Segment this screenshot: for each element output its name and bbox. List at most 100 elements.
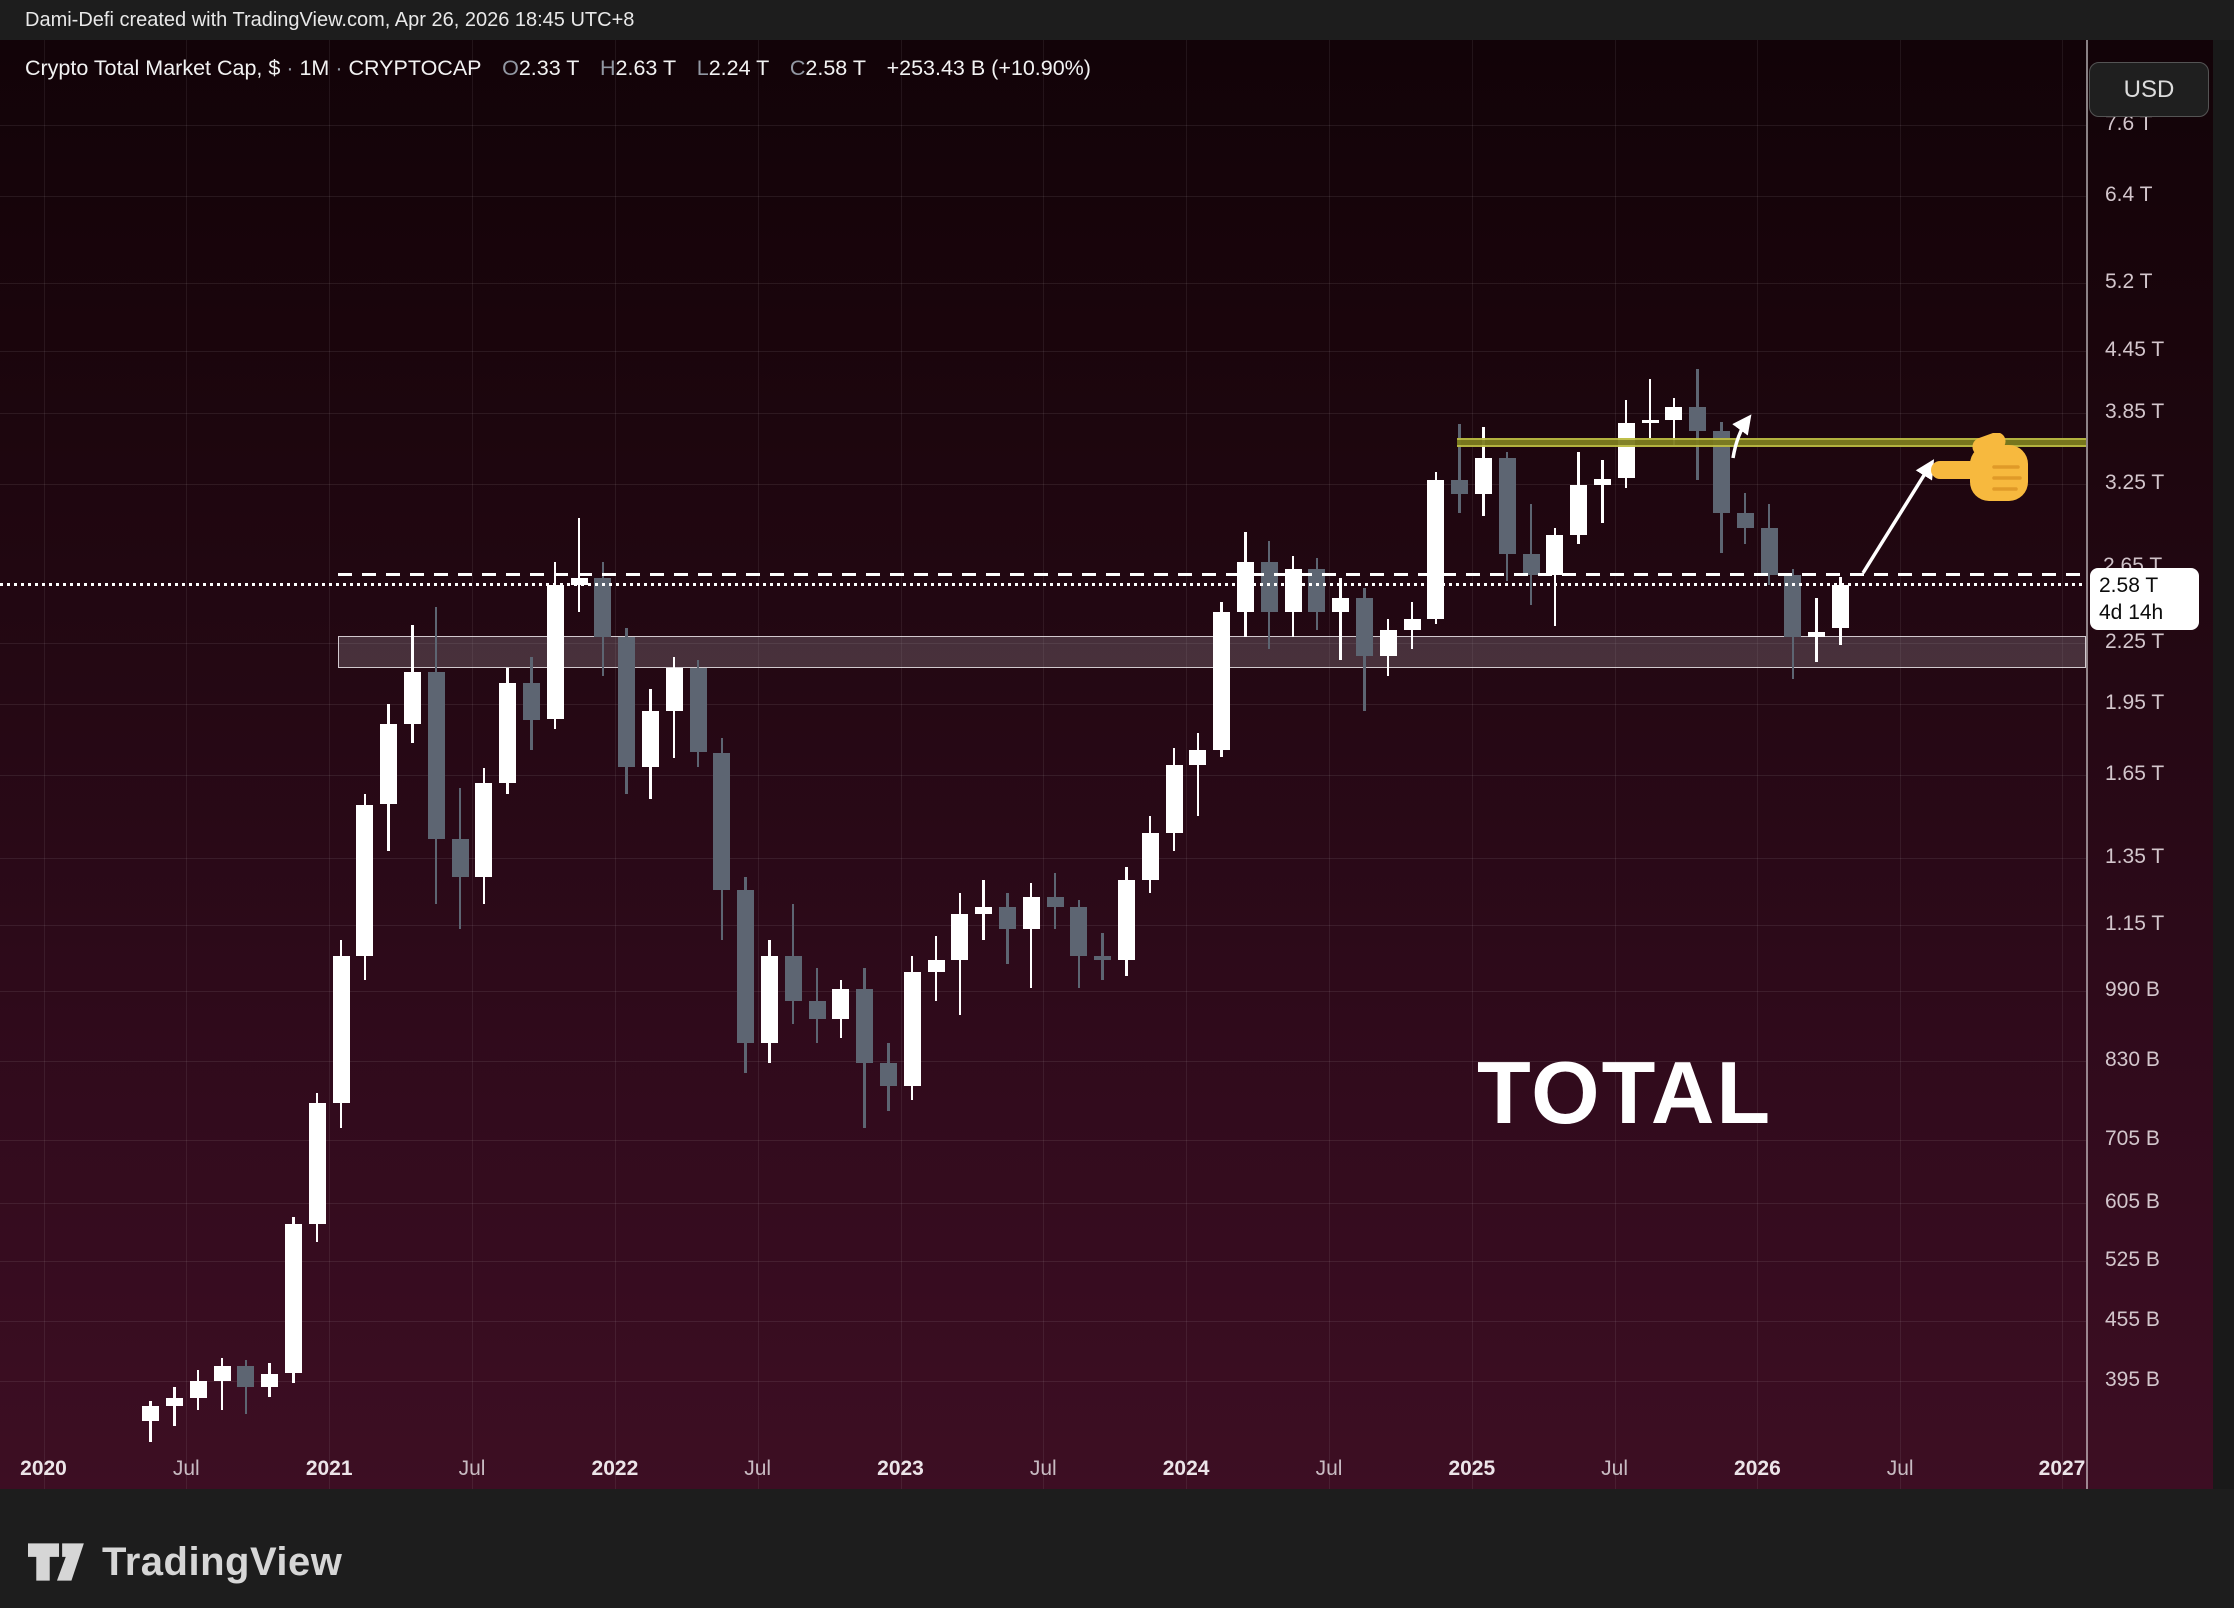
candle-wick xyxy=(1529,503,1533,605)
candle-body xyxy=(1355,598,1373,657)
arrow-drawings[interactable] xyxy=(0,40,2086,1489)
price-tick-label: 3.85 T xyxy=(2105,400,2165,424)
candle-body xyxy=(1641,419,1659,424)
candle-body xyxy=(1831,584,1849,629)
candle-body xyxy=(713,752,731,890)
price-gridline xyxy=(0,483,2086,485)
open-label: O xyxy=(502,56,519,80)
time-tick-label: 2027 xyxy=(2038,1457,2086,1480)
interval-label: 1M xyxy=(299,56,330,80)
candle-body xyxy=(427,672,445,840)
candle-body xyxy=(546,584,564,720)
candle-body xyxy=(1189,750,1207,765)
price-axis-separator xyxy=(2086,40,2088,1489)
candle-body xyxy=(1712,431,1730,514)
price-gridline xyxy=(0,704,2086,705)
candle-body xyxy=(1808,631,1826,638)
price-gridline xyxy=(0,643,2086,644)
dashed-level-line[interactable] xyxy=(338,573,2086,577)
price-tick-label: 395 B xyxy=(2105,1367,2160,1391)
candle-body xyxy=(1332,598,1350,612)
price-gridline xyxy=(0,124,2086,126)
low-label: L xyxy=(696,56,709,80)
candle-body xyxy=(475,782,493,877)
high-label: H xyxy=(600,56,616,80)
candle-wick xyxy=(1029,883,1033,989)
footer-bar: TradingView xyxy=(0,1489,2234,1608)
candle-body xyxy=(737,890,755,1043)
candle-body xyxy=(1403,619,1421,630)
candle-body xyxy=(261,1373,279,1388)
resistance-line-drawing[interactable] xyxy=(1457,438,2086,448)
price-tick-label: 1.35 T xyxy=(2105,844,2165,868)
chart-plot-area[interactable]: TOTAL Crypto Total Market Cap, xyxy=(0,40,2086,1489)
candle-body xyxy=(1141,833,1159,880)
candle-body xyxy=(1117,880,1135,960)
candle-wick xyxy=(1196,733,1200,816)
attribution-text: Dami-Defi created with TradingView.com, … xyxy=(25,9,635,31)
price-axis[interactable]: USD 7.6 T 6.4 T 5.2 T 4.45 T 3.85 T 3.25 T 2.2… xyxy=(2087,40,2213,1489)
candle-body xyxy=(1046,896,1064,908)
candle-wick xyxy=(577,517,581,612)
tradingview-logo-icon xyxy=(28,1543,84,1581)
time-tick-label: 2022 xyxy=(591,1457,639,1480)
candle-body xyxy=(1284,568,1302,612)
candle-body xyxy=(760,955,778,1043)
time-tick-label: 2023 xyxy=(877,1457,924,1480)
candle-body xyxy=(665,668,683,711)
price-tick-label: 1.95 T xyxy=(2105,691,2165,714)
candle-body xyxy=(1451,479,1469,495)
candle-body xyxy=(522,682,540,720)
candle-body xyxy=(856,988,874,1063)
candle-wick xyxy=(220,1358,224,1410)
time-gridline xyxy=(1043,40,1045,1489)
time-gridline xyxy=(186,40,188,1489)
candle-body xyxy=(1094,955,1112,960)
price-gridline xyxy=(0,282,2086,284)
time-tick-label: Jul xyxy=(1315,1457,1343,1480)
candle-body xyxy=(998,907,1016,929)
price-gridline xyxy=(0,857,2086,859)
currency-toggle-button[interactable]: USD xyxy=(2089,62,2209,117)
candle-body xyxy=(879,1062,897,1087)
close-label: C xyxy=(789,56,806,80)
candle-body xyxy=(689,668,707,753)
price-gridline xyxy=(0,1380,2086,1382)
time-tick-label: Jul xyxy=(744,1457,772,1480)
time-gridline xyxy=(614,40,616,1489)
close-value: 2.58 T xyxy=(805,56,866,80)
price-gridline xyxy=(0,350,2086,352)
price-tick-label: 7.6 T xyxy=(2105,111,2153,135)
time-tick-label: 2020 xyxy=(20,1457,67,1480)
time-tick-label: Jul xyxy=(458,1457,486,1480)
candle-body xyxy=(1570,485,1588,535)
candle-body xyxy=(951,914,969,960)
tradingview-logo-link[interactable]: TradingView xyxy=(28,1539,342,1585)
time-gridline xyxy=(900,40,902,1489)
price-gridline xyxy=(0,1261,2086,1263)
attribution-bar: Dami-Defi created with TradingView.com, … xyxy=(0,0,2234,40)
candle-body xyxy=(808,1001,826,1020)
current-price-value: 2.58 T xyxy=(2099,573,2159,597)
candle-body xyxy=(975,907,993,915)
small-up-arrow[interactable] xyxy=(1731,414,1752,459)
candle-body xyxy=(213,1366,231,1381)
long-up-arrow[interactable] xyxy=(1861,459,1935,574)
change-value: +253.43 B (+10.90%) xyxy=(886,56,1091,80)
price-tick-label: 6.4 T xyxy=(2105,182,2153,206)
time-tick-label: 2024 xyxy=(1162,1457,1210,1480)
time-gridline xyxy=(1900,40,1902,1489)
symbol-title: Crypto Total Market Cap, $ xyxy=(25,56,281,80)
candle-body xyxy=(1474,458,1492,495)
time-tick-label: 2026 xyxy=(1734,1457,1781,1480)
candle-body xyxy=(1736,513,1754,528)
candle-body xyxy=(499,682,517,783)
price-tick-label: 525 B xyxy=(2105,1248,2160,1272)
high-value: 2.63 T xyxy=(615,56,676,80)
candle-body xyxy=(832,988,850,1020)
price-tick-label: 830 B xyxy=(2105,1048,2160,1072)
candle-body xyxy=(1593,478,1611,486)
pointing-left-hand-emoji[interactable] xyxy=(1930,433,2042,509)
candle-body xyxy=(1165,764,1183,834)
time-tick-label: Jul xyxy=(1029,1457,1057,1480)
